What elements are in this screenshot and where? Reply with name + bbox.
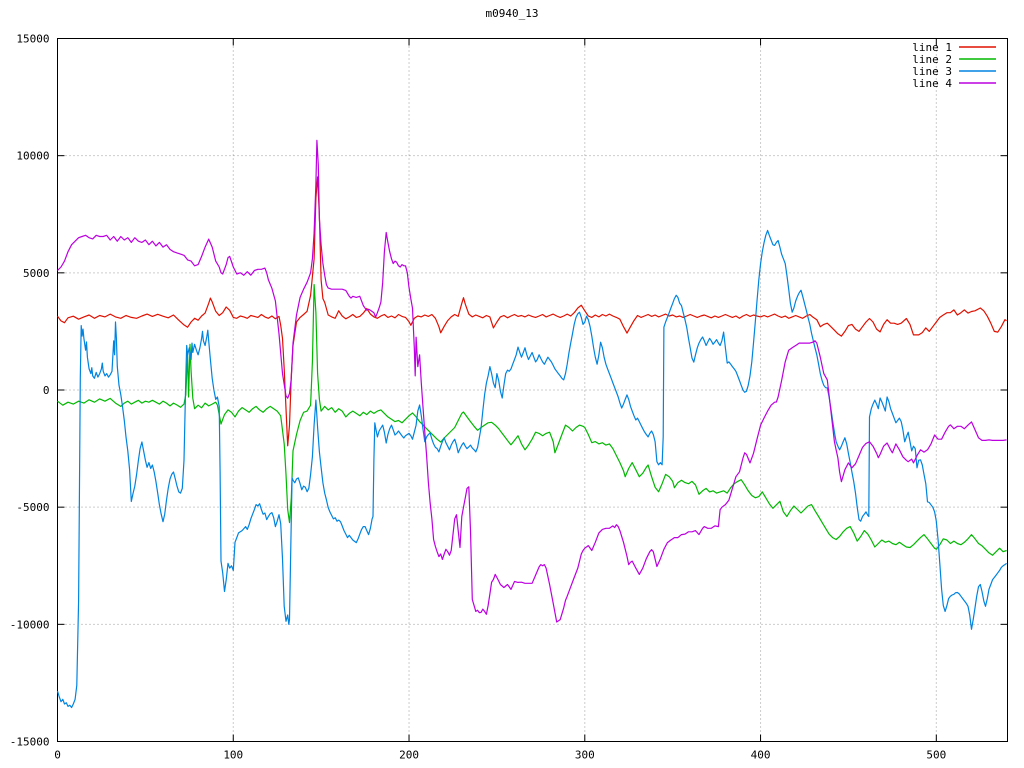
legend-entry-label: line 3 [912,65,952,78]
y-tick-label: -10000 [10,618,50,631]
series-line-4 [57,139,1007,623]
series-line-3 [56,229,1007,709]
x-tick-label: 100 [223,749,243,762]
y-tick-label: 15000 [16,33,49,46]
series-line-1 [57,176,1007,447]
series-line-2 [57,284,1007,556]
y-tick-label: 10000 [16,150,49,163]
chart-title: m0940_13 [485,7,539,20]
y-tick-label: -5000 [16,501,49,514]
x-tick-label: 300 [575,749,595,762]
y-tick-label: 0 [43,384,50,397]
x-tick-label: 200 [399,749,419,762]
x-tick-label: 500 [926,749,946,762]
legend-entry-label: line 2 [912,53,952,66]
legend-entry-label: line 4 [912,77,952,90]
y-tick-label: -15000 [10,736,50,749]
y-tick-label: 5000 [23,267,50,280]
legend-entry-label: line 1 [912,41,952,54]
x-tick-label: 0 [54,749,61,762]
x-tick-label: 400 [751,749,771,762]
plot-border [57,38,1008,742]
